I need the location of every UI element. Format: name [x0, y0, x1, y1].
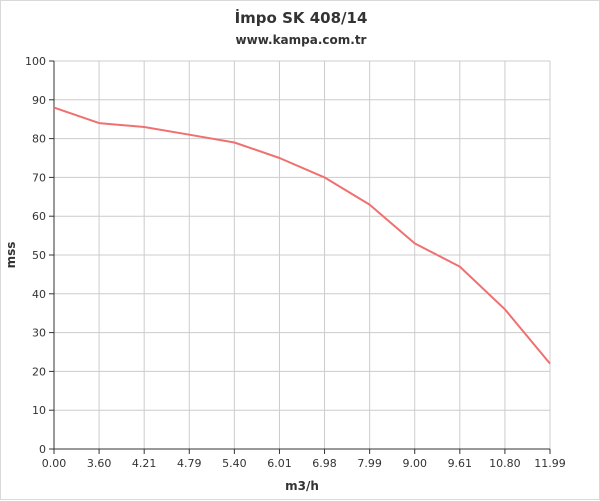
x-tick-label: 9.00 — [402, 457, 427, 470]
x-tick-label: 6.01 — [267, 457, 292, 470]
x-tick-label: 0.00 — [42, 457, 67, 470]
y-axis-label: mss — [4, 242, 18, 269]
axis-layer: 0 10 20 30 40 50 60 70 80 90 100 0.00 3.60 4.21 4.79 5.… — [25, 55, 566, 470]
y-tick-label: 70 — [32, 171, 46, 184]
y-tick-label: 60 — [32, 210, 46, 223]
x-tick-label: 11.99 — [534, 457, 566, 470]
y-tick-label: 90 — [32, 94, 46, 107]
x-tick-label: 4.79 — [177, 457, 202, 470]
y-tick-label: 10 — [32, 404, 46, 417]
y-tick-label: 50 — [32, 249, 46, 262]
x-axis-label: m3/h — [285, 479, 319, 493]
y-tick-label: 20 — [32, 365, 46, 378]
y-tick-label: 30 — [32, 327, 46, 340]
x-tick-label: 4.21 — [132, 457, 157, 470]
x-tick-label: 7.99 — [357, 457, 382, 470]
y-tick-label: 100 — [25, 55, 46, 68]
series-layer — [53, 106, 551, 365]
x-tick-label: 6.98 — [312, 457, 337, 470]
x-tick-label: 5.40 — [222, 457, 247, 470]
x-tick-label: 3.60 — [87, 457, 112, 470]
x-tick-label: 10.80 — [489, 457, 521, 470]
y-tick-label: 0 — [39, 443, 46, 456]
chart-subtitle: www.kampa.com.tr — [235, 33, 367, 47]
x-tick-label: 9.61 — [448, 457, 473, 470]
series-line — [53, 106, 551, 365]
chart-title: İmpo SK 408/14 — [234, 9, 368, 27]
y-tick-label: 80 — [32, 133, 46, 146]
grid-layer — [53, 60, 551, 450]
y-tick-label: 40 — [32, 288, 46, 301]
label-layer: m3/h mss — [4, 242, 319, 493]
